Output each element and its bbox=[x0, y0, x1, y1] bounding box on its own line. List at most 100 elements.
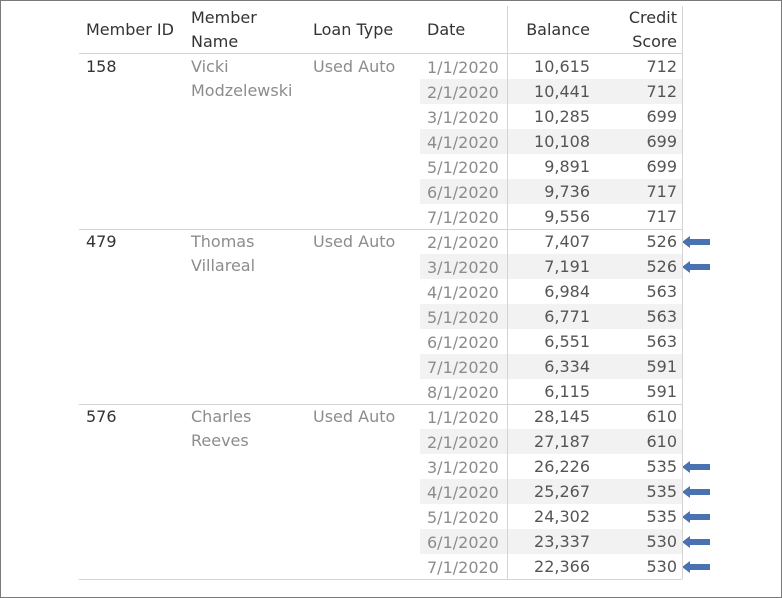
row-balance: 7,191 bbox=[544, 257, 590, 276]
member-name-line1: Charles bbox=[191, 407, 252, 426]
group-rule bbox=[79, 229, 682, 230]
row-credit-score: 535 bbox=[646, 482, 677, 501]
row-balance: 26,226 bbox=[534, 457, 590, 476]
header-date: Date bbox=[427, 20, 466, 39]
row-balance: 10,441 bbox=[534, 82, 590, 101]
row-balance: 10,108 bbox=[534, 132, 590, 151]
row-credit-score: 563 bbox=[646, 332, 677, 351]
header-balance: Balance bbox=[526, 20, 590, 39]
member-name-line2: Villareal bbox=[191, 256, 256, 275]
row-stripe bbox=[420, 129, 682, 154]
row-credit-score: 535 bbox=[646, 507, 677, 526]
row-credit-score: 563 bbox=[646, 307, 677, 326]
row-credit-score: 563 bbox=[646, 282, 677, 301]
row-stripe bbox=[420, 79, 682, 104]
row-balance: 22,366 bbox=[534, 557, 590, 576]
row-balance: 6,771 bbox=[544, 307, 590, 326]
row-balance: 9,891 bbox=[544, 157, 590, 176]
row-date: 3/1/2020 bbox=[427, 458, 499, 477]
row-date: 6/1/2020 bbox=[427, 333, 499, 352]
row-balance: 27,187 bbox=[534, 432, 590, 451]
row-date: 2/1/2020 bbox=[427, 83, 499, 102]
row-credit-score: 591 bbox=[646, 357, 677, 376]
row-credit-score: 699 bbox=[646, 132, 677, 151]
header-member-id: Member ID bbox=[86, 20, 174, 39]
left-arrow-icon bbox=[682, 261, 710, 273]
row-credit-score: 699 bbox=[646, 107, 677, 126]
row-balance: 7,407 bbox=[544, 232, 590, 251]
row-credit-score: 712 bbox=[646, 57, 677, 76]
member-id: 479 bbox=[86, 232, 117, 251]
column-rule-right bbox=[682, 6, 683, 579]
header-credit-score-line1: Credit bbox=[628, 8, 677, 27]
loan-type: Used Auto bbox=[313, 407, 396, 426]
row-credit-score: 535 bbox=[646, 457, 677, 476]
row-credit-score: 610 bbox=[646, 407, 677, 426]
row-date: 4/1/2020 bbox=[427, 283, 499, 302]
member-id: 576 bbox=[86, 407, 117, 426]
header-loan-type: Loan Type bbox=[313, 20, 394, 39]
row-date: 7/1/2020 bbox=[427, 358, 499, 377]
row-credit-score: 530 bbox=[646, 532, 677, 551]
member-name-line2: Reeves bbox=[191, 431, 249, 450]
row-balance: 6,984 bbox=[544, 282, 590, 301]
row-date: 7/1/2020 bbox=[427, 208, 499, 227]
row-date: 5/1/2020 bbox=[427, 308, 499, 327]
row-date: 3/1/2020 bbox=[427, 108, 499, 127]
row-balance: 23,337 bbox=[534, 532, 590, 551]
group-rule bbox=[79, 579, 682, 580]
header-credit-score-line2: Score bbox=[632, 32, 677, 51]
row-stripe bbox=[420, 429, 682, 454]
row-date: 2/1/2020 bbox=[427, 233, 499, 252]
row-date: 6/1/2020 bbox=[427, 183, 499, 202]
row-date: 3/1/2020 bbox=[427, 258, 499, 277]
header-member-name-line2: Name bbox=[191, 32, 239, 51]
header-rule bbox=[79, 53, 682, 54]
left-arrow-icon bbox=[682, 511, 710, 523]
row-date: 5/1/2020 bbox=[427, 508, 499, 527]
row-balance: 6,334 bbox=[544, 357, 590, 376]
left-arrow-icon bbox=[682, 561, 710, 573]
row-date: 7/1/2020 bbox=[427, 558, 499, 577]
row-balance: 24,302 bbox=[534, 507, 590, 526]
member-name-line1: Vicki bbox=[191, 57, 229, 76]
left-arrow-icon bbox=[682, 236, 710, 248]
header-member-name-line1: Member bbox=[191, 8, 257, 27]
row-date: 4/1/2020 bbox=[427, 133, 499, 152]
row-credit-score: 526 bbox=[646, 232, 677, 251]
row-stripe bbox=[420, 304, 682, 329]
row-credit-score: 526 bbox=[646, 257, 677, 276]
row-balance: 9,736 bbox=[544, 182, 590, 201]
member-name-line2: Modzelewski bbox=[191, 81, 293, 100]
group-rule bbox=[79, 404, 682, 405]
row-balance: 6,115 bbox=[544, 382, 590, 401]
row-credit-score: 699 bbox=[646, 157, 677, 176]
row-balance: 28,145 bbox=[534, 407, 590, 426]
row-balance: 10,285 bbox=[534, 107, 590, 126]
row-date: 1/1/2020 bbox=[427, 408, 499, 427]
loan-type: Used Auto bbox=[313, 232, 396, 251]
row-credit-score: 717 bbox=[646, 207, 677, 226]
row-date: 2/1/2020 bbox=[427, 433, 499, 452]
left-arrow-icon bbox=[682, 536, 710, 548]
row-balance: 25,267 bbox=[534, 482, 590, 501]
row-credit-score: 530 bbox=[646, 557, 677, 576]
row-date: 4/1/2020 bbox=[427, 483, 499, 502]
row-credit-score: 712 bbox=[646, 82, 677, 101]
row-date: 8/1/2020 bbox=[427, 383, 499, 402]
loan-type: Used Auto bbox=[313, 57, 396, 76]
column-rule-balance bbox=[507, 6, 508, 579]
row-stripe bbox=[420, 529, 682, 554]
row-date: 6/1/2020 bbox=[427, 533, 499, 552]
row-stripe bbox=[420, 479, 682, 504]
member-name-line1: Thomas bbox=[191, 232, 255, 251]
row-stripe bbox=[420, 179, 682, 204]
member-id: 158 bbox=[86, 57, 117, 76]
row-balance: 6,551 bbox=[544, 332, 590, 351]
row-balance: 10,615 bbox=[534, 57, 590, 76]
left-arrow-icon bbox=[682, 461, 710, 473]
left-arrow-icon bbox=[682, 486, 710, 498]
row-credit-score: 591 bbox=[646, 382, 677, 401]
row-credit-score: 717 bbox=[646, 182, 677, 201]
row-credit-score: 610 bbox=[646, 432, 677, 451]
